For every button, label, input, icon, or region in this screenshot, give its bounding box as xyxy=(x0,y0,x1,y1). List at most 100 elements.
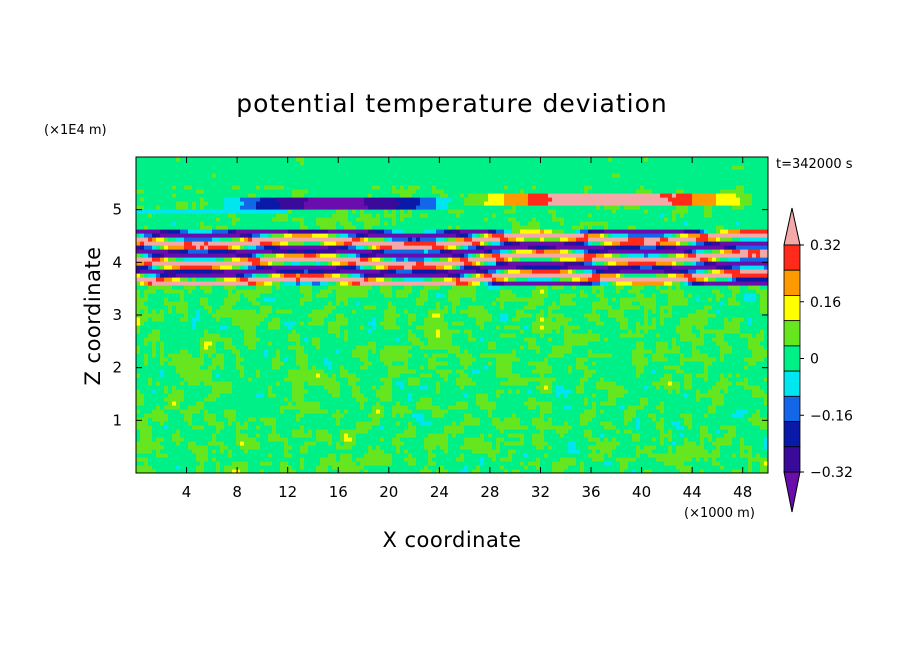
field-cell xyxy=(220,333,245,338)
field-cell xyxy=(184,313,189,318)
field-cell xyxy=(164,269,177,274)
field-cell xyxy=(540,461,553,466)
field-cell xyxy=(480,417,493,422)
field-cell xyxy=(620,333,645,338)
field-cell xyxy=(300,457,305,462)
field-cell xyxy=(520,189,525,194)
field-cell xyxy=(268,437,289,442)
field-cell xyxy=(300,301,305,306)
field-cell xyxy=(416,237,421,242)
field-cell xyxy=(268,313,309,318)
field-cell xyxy=(236,365,245,370)
field-cell xyxy=(664,317,681,322)
field-cell xyxy=(760,469,768,473)
field-cell xyxy=(312,309,333,314)
field-cell xyxy=(624,309,645,314)
field-cell xyxy=(520,461,525,466)
field-cell xyxy=(492,213,497,218)
field-cell xyxy=(640,301,657,306)
field-cell xyxy=(348,409,373,414)
field-cell xyxy=(260,301,301,306)
time-label: t=342000 s xyxy=(776,157,853,172)
field-cell xyxy=(448,289,477,294)
field-cell xyxy=(580,469,585,473)
field-cell xyxy=(308,381,341,386)
field-cell xyxy=(216,437,237,442)
field-cell xyxy=(664,233,673,238)
field-cell xyxy=(436,461,481,466)
field-cell xyxy=(416,461,429,466)
field-cell xyxy=(376,277,385,282)
field-cell xyxy=(740,445,753,450)
field-cell xyxy=(724,301,729,306)
field-cell xyxy=(548,293,561,298)
field-cell xyxy=(448,469,461,473)
field-cell xyxy=(188,301,201,306)
field-cell xyxy=(280,461,289,466)
field-cell xyxy=(488,453,497,458)
field-cell xyxy=(140,289,145,294)
field-cell xyxy=(636,413,649,418)
field-cell xyxy=(136,405,157,410)
field-cell xyxy=(224,465,249,470)
field-cell xyxy=(604,433,633,438)
field-cell xyxy=(192,325,197,330)
field-cell xyxy=(140,321,145,326)
field-cell xyxy=(420,201,437,206)
field-cell xyxy=(140,269,165,274)
field-cell xyxy=(588,237,629,242)
field-cell xyxy=(408,309,429,314)
field-cell xyxy=(328,233,337,238)
field-cell xyxy=(396,221,513,226)
field-cell xyxy=(148,353,153,358)
field-cell xyxy=(360,253,369,258)
field-cell xyxy=(512,249,517,254)
field-cell xyxy=(336,377,349,382)
field-cell xyxy=(288,441,305,446)
field-cell xyxy=(228,213,237,218)
field-cell xyxy=(380,421,397,426)
field-cell xyxy=(216,345,225,350)
field-cell xyxy=(760,293,768,298)
field-cell xyxy=(440,193,449,198)
field-cell xyxy=(624,273,657,278)
field-cell xyxy=(272,425,277,430)
field-cell xyxy=(224,201,245,206)
field-cell xyxy=(588,241,593,246)
field-cell xyxy=(520,421,533,426)
field-cell xyxy=(700,297,709,302)
field-cell xyxy=(544,237,561,242)
field-cell xyxy=(588,213,593,218)
field-cell xyxy=(220,217,233,222)
field-cell xyxy=(736,245,768,250)
field-cell xyxy=(480,241,485,246)
field-cell xyxy=(160,253,165,258)
field-cell xyxy=(140,309,145,314)
x-tick-label: 36 xyxy=(581,483,600,501)
field-cell xyxy=(488,233,493,238)
field-cell xyxy=(272,317,281,322)
field-cell xyxy=(716,333,725,338)
field-cell xyxy=(236,357,245,362)
field-cell xyxy=(704,241,713,246)
field-cell xyxy=(640,245,657,250)
field-cell xyxy=(188,289,193,294)
field-cell xyxy=(576,389,585,394)
field-cell xyxy=(476,317,493,322)
field-cell xyxy=(268,453,273,458)
field-cell xyxy=(368,341,377,346)
field-cell xyxy=(256,369,261,374)
field-cell xyxy=(548,353,565,358)
field-cell xyxy=(364,361,373,366)
field-cell xyxy=(452,197,465,202)
field-cell xyxy=(436,369,453,374)
field-cell xyxy=(368,237,385,242)
field-cell xyxy=(632,349,653,354)
field-cell xyxy=(224,409,237,414)
field-cell xyxy=(136,457,149,462)
field-cell xyxy=(496,301,501,306)
field-cell xyxy=(292,381,305,386)
field-cell xyxy=(324,273,333,278)
field-cell xyxy=(360,401,365,406)
field-cell xyxy=(712,213,768,218)
